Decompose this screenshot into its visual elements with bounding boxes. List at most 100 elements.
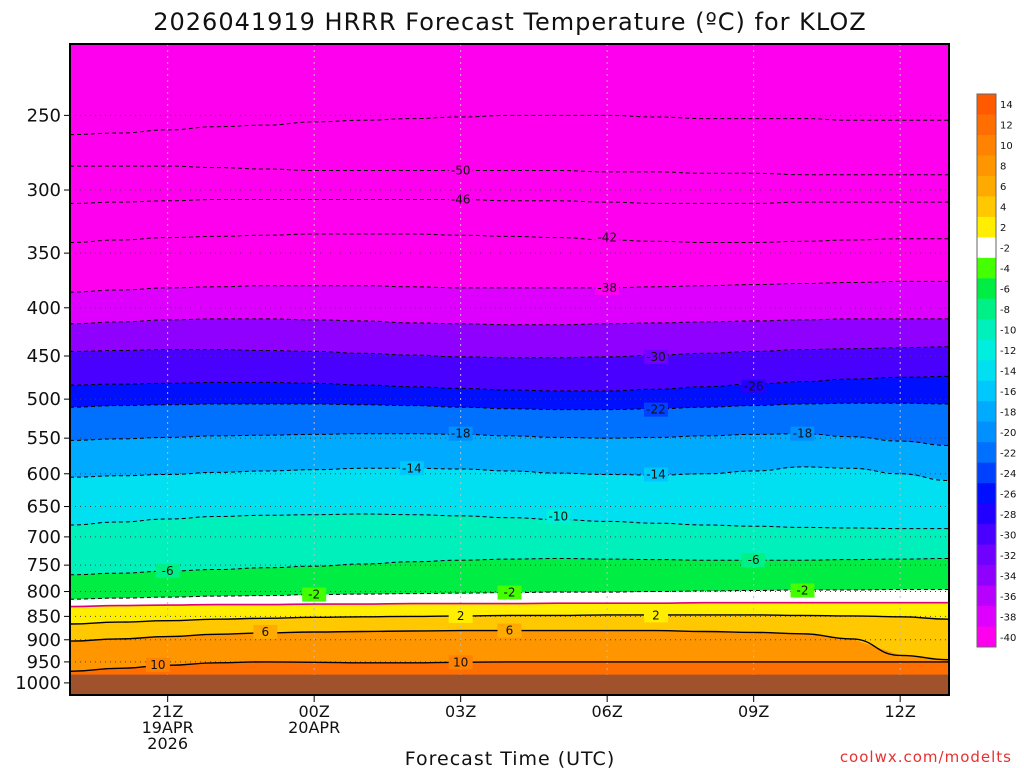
colorbar-label: -18 <box>1000 407 1016 418</box>
colorbar-label: -8 <box>1000 305 1010 316</box>
isotherm-label-bg <box>448 608 473 623</box>
colorbar-label: 12 <box>1000 121 1013 132</box>
colorbar-swatch <box>977 237 996 259</box>
x-tick-label: 00Z <box>299 702 330 721</box>
colorbar-swatch <box>977 503 996 525</box>
colorbar-swatch <box>977 134 996 156</box>
colorbar-label: -34 <box>1000 571 1016 582</box>
isotherm-label: 2 <box>457 609 465 623</box>
isotherm-label: -18 <box>451 427 471 441</box>
colorbar-swatch <box>977 565 996 587</box>
x-tick-label: 19APR <box>142 718 194 737</box>
isotherm-label: -50 <box>451 163 471 177</box>
isotherm-label-bg <box>448 655 473 670</box>
isotherm-label: 10 <box>453 655 468 669</box>
colorbar-label: -38 <box>1000 612 1016 623</box>
isotherm-label: 6 <box>262 625 270 639</box>
colorbar-label: -24 <box>1000 469 1016 480</box>
isotherm-label: -6 <box>162 564 174 578</box>
colorbar-swatch <box>977 442 996 464</box>
colorbar-frame <box>976 93 997 648</box>
temperature-band <box>70 346 949 391</box>
isotherm-label-bg <box>644 467 668 482</box>
colorbar-swatch <box>977 524 996 546</box>
colorbar-label: 2 <box>1000 223 1006 234</box>
colorbar-swatch <box>977 380 996 402</box>
colorbar-swatch <box>977 462 996 484</box>
y-tick-label: 1000 <box>15 673 61 694</box>
isotherm-label: -10 <box>549 510 569 524</box>
y-tick-label: 600 <box>27 464 61 485</box>
colorbar-label: -36 <box>1000 592 1016 603</box>
colorbar-swatch <box>977 196 996 218</box>
y-tick-label: 350 <box>27 243 61 264</box>
isotherm-label: -2 <box>308 588 320 602</box>
isotherm-label: -2 <box>504 586 516 600</box>
isotherm-label-bg <box>448 192 473 207</box>
colorbar-swatch <box>977 401 996 423</box>
colorbar-swatch <box>977 319 996 341</box>
isotherm-label-bg <box>497 585 522 600</box>
colorbar-swatch <box>977 278 996 300</box>
isotherm-label: 2 <box>652 608 660 622</box>
credit-link[interactable]: coolwx.com/modelts <box>840 748 1012 766</box>
isotherm-line <box>70 614 949 625</box>
colorbar-label: -12 <box>1000 346 1016 357</box>
isotherm-label: -46 <box>451 192 471 206</box>
isotherm-label-bg <box>595 230 620 245</box>
ground-fill <box>70 674 949 695</box>
colorbar-label: 10 <box>1000 141 1013 152</box>
isotherm-label-bg <box>790 426 815 441</box>
isotherm-label-bg <box>644 608 668 623</box>
isotherm-label-bg <box>448 163 473 178</box>
colorbar-swatch <box>977 626 996 648</box>
colorbar-label: -4 <box>1000 264 1010 275</box>
x-tick-label: 12Z <box>885 702 916 721</box>
plot-frame <box>69 43 950 696</box>
isotherm-label-bg <box>497 623 522 638</box>
colorbar-label: -6 <box>1000 285 1010 296</box>
colorbar-swatch <box>977 606 996 628</box>
isotherm-label: -30 <box>646 350 666 364</box>
colorbar-swatch <box>977 155 996 177</box>
isotherm-label-bg <box>595 280 620 295</box>
colorbar-label: -40 <box>1000 633 1016 644</box>
colorbar-label: -22 <box>1000 448 1016 459</box>
isotherm-label: -42 <box>597 231 617 245</box>
y-tick-label: 250 <box>27 105 61 126</box>
y-tick-label: 500 <box>27 389 61 410</box>
colorbar-swatch <box>977 114 996 136</box>
temperature-band <box>70 630 949 672</box>
isotherm-label-bg <box>145 657 170 672</box>
colorbar-label: -32 <box>1000 551 1016 562</box>
y-tick-label: 550 <box>27 428 61 449</box>
x-tick-label: 2026 <box>147 734 188 753</box>
isotherm-label-bg <box>399 461 424 476</box>
colorbar-swatch <box>977 94 996 115</box>
isotherm-label-bg <box>644 402 668 417</box>
colorbar-label: -16 <box>1000 387 1016 398</box>
temperature-band <box>70 199 949 243</box>
temperature-band <box>70 166 949 204</box>
temperature-band <box>70 318 949 358</box>
colorbar-swatch <box>977 360 996 382</box>
temperature-band <box>70 466 949 529</box>
isotherm-label-bg <box>644 349 668 364</box>
isotherm-label-bg <box>790 583 815 598</box>
x-tick-label: 03Z <box>445 702 476 721</box>
y-tick-label: 450 <box>27 346 61 367</box>
colorbar-swatch <box>977 257 996 279</box>
isotherm-label-bg <box>302 587 327 602</box>
colorbar-swatch <box>977 544 996 566</box>
isotherm-label: -26 <box>744 380 764 394</box>
isotherm-label: -38 <box>597 281 617 295</box>
isotherm-label: -22 <box>646 403 666 417</box>
colorbar-label: 14 <box>1000 100 1013 111</box>
colorbar-label: 4 <box>1000 203 1006 214</box>
plot-area: 10 10 6 6 2 2 -2 -2 -2 -6 -6 -10 -14 -14 -18 -18 -22 -26 -… <box>70 44 949 695</box>
temperature-band <box>70 514 949 575</box>
isotherm-label-bg <box>741 553 766 568</box>
isotherm-label: -18 <box>793 427 813 441</box>
